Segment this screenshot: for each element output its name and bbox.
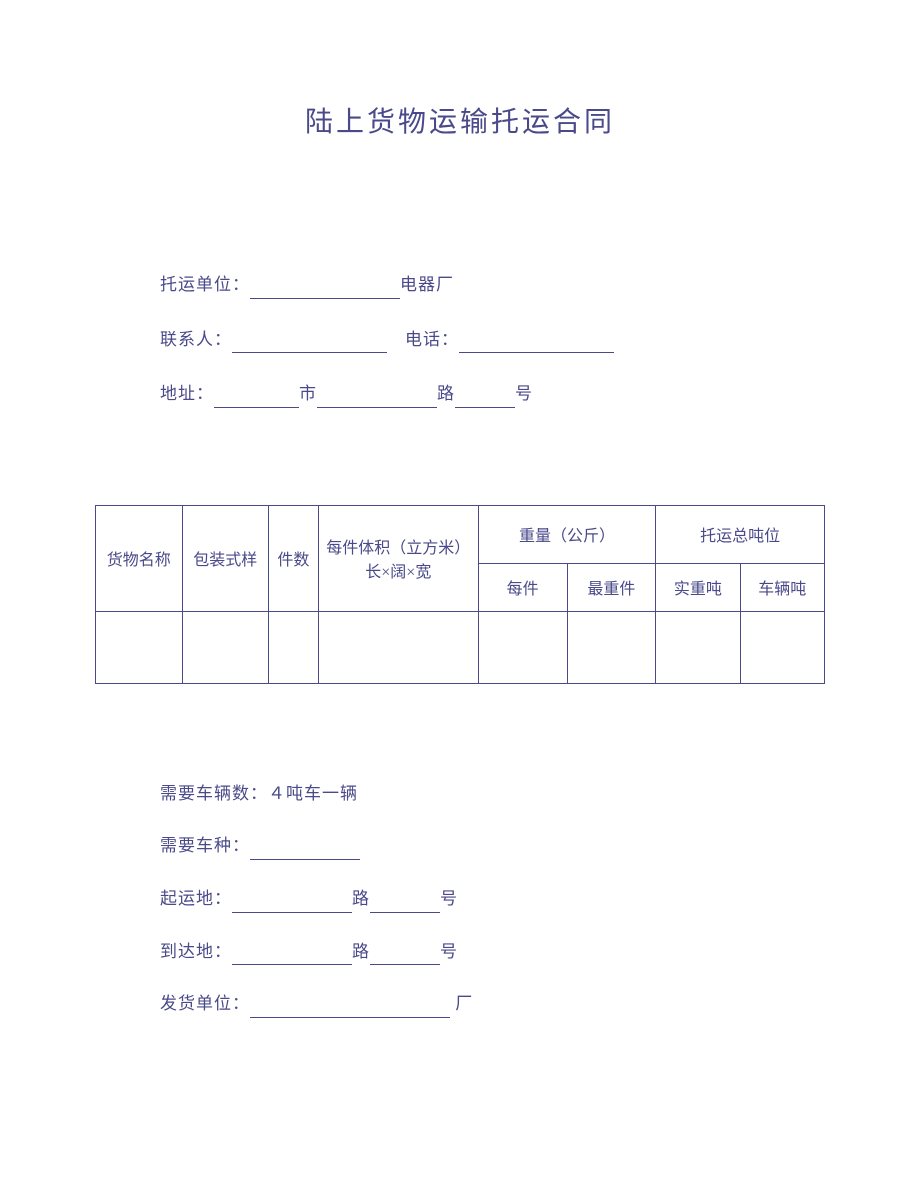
cell-packaging bbox=[182, 611, 269, 683]
origin-number-blank bbox=[370, 895, 440, 913]
address-road: 路 bbox=[437, 384, 455, 403]
cell-volume bbox=[318, 611, 478, 683]
sender-line: 发货单位： 厂 bbox=[160, 989, 825, 1020]
th-volume: 每件体积（立方米）长×阔×宽 bbox=[318, 505, 478, 611]
sender-suffix: 厂 bbox=[455, 994, 473, 1013]
th-weight-each: 每件 bbox=[478, 563, 567, 611]
cell-actual-ton bbox=[656, 611, 740, 683]
th-cargo-name: 货物名称 bbox=[96, 505, 183, 611]
vehicles-needed-value: ４吨车一辆 bbox=[268, 784, 358, 803]
sender-blank bbox=[250, 1000, 450, 1018]
shipper-info-section: 托运单位： 电器厂 联系人： 电话： 地址： 市 路 号 bbox=[160, 270, 825, 410]
shipper-contact-blank bbox=[232, 335, 387, 353]
origin-road: 路 bbox=[352, 889, 370, 908]
destination-road-blank bbox=[232, 947, 352, 965]
shipper-phone-blank bbox=[459, 335, 614, 353]
vehicle-type-line: 需要车种： bbox=[160, 831, 825, 862]
shipper-contact-label: 联系人： bbox=[160, 330, 232, 349]
shipper-contact-line: 联系人： 电话： bbox=[160, 325, 825, 356]
destination-number: 号 bbox=[440, 942, 458, 961]
th-packaging: 包装式样 bbox=[182, 505, 269, 611]
address-number: 号 bbox=[515, 384, 533, 403]
th-weight-heaviest: 最重件 bbox=[567, 563, 656, 611]
origin-line: 起运地： 路 号 bbox=[160, 884, 825, 915]
sender-label: 发货单位： bbox=[160, 994, 250, 1013]
origin-number: 号 bbox=[440, 889, 458, 908]
origin-road-blank bbox=[232, 895, 352, 913]
cell-pieces bbox=[269, 611, 319, 683]
th-pieces: 件数 bbox=[269, 505, 319, 611]
table-row bbox=[96, 611, 825, 683]
shipper-unit-line: 托运单位： 电器厂 bbox=[160, 270, 825, 301]
cell-weight-heaviest bbox=[567, 611, 656, 683]
shipper-phone-label: 电话： bbox=[405, 330, 459, 349]
cargo-table: 货物名称 包装式样 件数 每件体积（立方米）长×阔×宽 重量（公斤） 托运总吨位… bbox=[95, 505, 825, 684]
destination-label: 到达地： bbox=[160, 942, 232, 961]
th-weight-group: 重量（公斤） bbox=[478, 505, 655, 563]
address-city-blank bbox=[214, 390, 299, 408]
shipper-unit-suffix: 电器厂 bbox=[400, 275, 454, 294]
cell-cargo-name bbox=[96, 611, 183, 683]
vehicles-needed-label: 需要车辆数： bbox=[160, 784, 268, 803]
address-city: 市 bbox=[299, 384, 317, 403]
th-vehicle-ton: 车辆吨 bbox=[740, 563, 824, 611]
vehicle-type-label: 需要车种： bbox=[160, 836, 250, 855]
cell-vehicle-ton bbox=[740, 611, 824, 683]
address-road-blank bbox=[317, 390, 437, 408]
vehicles-needed-line: 需要车辆数：４吨车一辆 bbox=[160, 779, 825, 810]
th-actual-ton: 实重吨 bbox=[656, 563, 740, 611]
origin-label: 起运地： bbox=[160, 889, 232, 908]
destination-number-blank bbox=[370, 947, 440, 965]
destination-road: 路 bbox=[352, 942, 370, 961]
shipper-address-label: 地址： bbox=[160, 384, 214, 403]
document-title: 陆上货物运输托运合同 bbox=[95, 100, 825, 140]
shipper-unit-blank bbox=[250, 281, 400, 299]
shipper-unit-label: 托运单位： bbox=[160, 275, 250, 294]
destination-line: 到达地： 路 号 bbox=[160, 937, 825, 968]
transport-info-section: 需要车辆数：４吨车一辆 需要车种： 起运地：路号 到达地：路号 发货单位： 厂 bbox=[160, 779, 825, 1020]
th-tonnage-group: 托运总吨位 bbox=[656, 505, 825, 563]
vehicle-type-blank bbox=[250, 842, 360, 860]
cell-weight-each bbox=[478, 611, 567, 683]
address-number-blank bbox=[455, 390, 515, 408]
shipper-address-line: 地址： 市 路 号 bbox=[160, 379, 825, 410]
